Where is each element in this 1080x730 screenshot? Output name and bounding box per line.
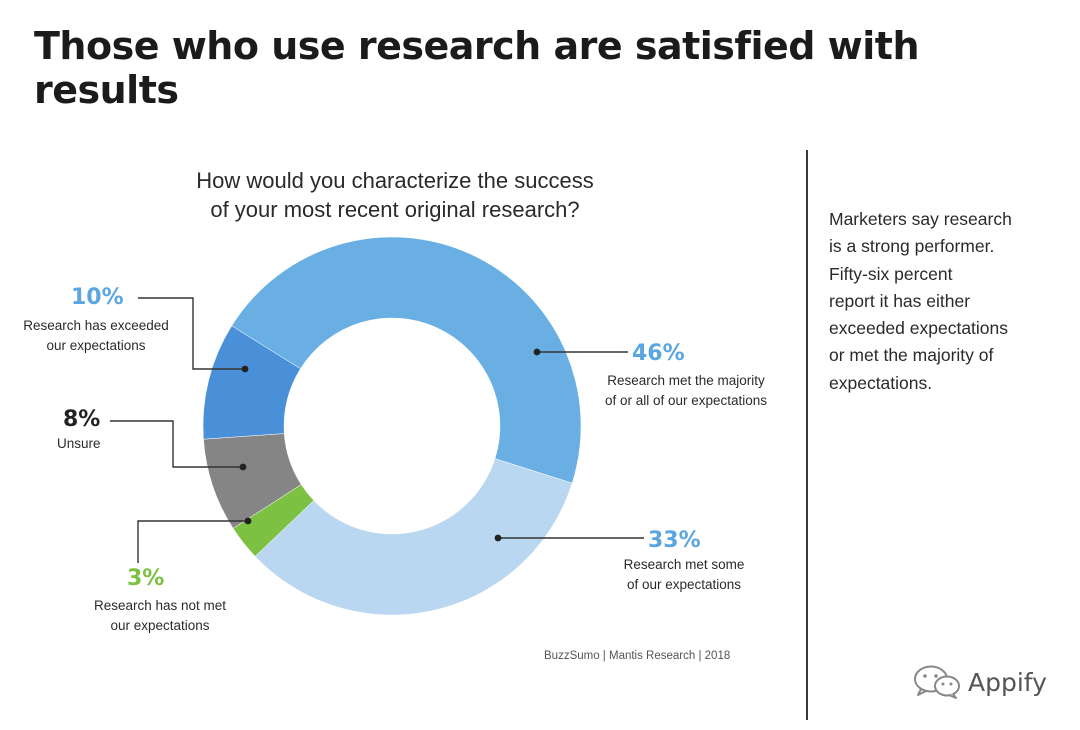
slice-desc-line: Research has exceeded <box>23 318 169 333</box>
leader-dot <box>533 348 541 356</box>
leader-line-not-met <box>137 520 248 563</box>
slice-desc-line: Research met the majority <box>607 373 765 388</box>
slice-desc-line: Research has not met <box>93 598 227 613</box>
slice-label-exceeded-desc: Research has exceeded our expectations <box>14 316 178 356</box>
brand-watermark: Appify <box>912 664 1047 700</box>
slice-desc-line: Research met some <box>623 557 745 572</box>
slice-met-some <box>254 458 573 616</box>
slice-label-met-some-pct: 33% <box>648 528 701 553</box>
slice-desc-line: our expectations <box>110 618 210 633</box>
leader-dot <box>494 534 502 542</box>
chart-question: How would you characterize the success o… <box>150 166 640 224</box>
slice-label-met-some-desc: Research met some of our expectations <box>604 555 764 595</box>
side-note-line: is a strong performer. <box>829 236 995 257</box>
slice-label-exceeded-pct: 10% <box>71 285 124 310</box>
slice-label-unsure-desc: Unsure <box>57 434 101 454</box>
leader-line-unsure <box>110 420 243 468</box>
slice-exceeded <box>202 325 301 440</box>
slice-desc-line: of our expectations <box>626 577 742 592</box>
side-note-line: report it has either <box>829 290 971 311</box>
slice-label-not-met-pct: 3% <box>127 566 165 591</box>
slice-label-met-majority-desc: Research met the majority of or all of o… <box>586 371 786 411</box>
donut-chart <box>110 236 644 616</box>
leader-dot <box>244 517 252 525</box>
slice-label-not-met-desc: Research has not met our expectations <box>78 596 242 636</box>
source-credit: BuzzSumo | Mantis Research | 2018 <box>544 650 731 662</box>
slice-desc-line: of or all of our expectations <box>604 393 768 408</box>
brand-name: Appify <box>968 667 1047 697</box>
side-note-line: or met the majority of <box>829 345 994 366</box>
side-note-line: exceeded expectations <box>829 318 1009 339</box>
side-note-line: expectations. <box>829 372 933 393</box>
wechat-icon <box>914 665 960 699</box>
chart-question-line-2: of your most recent original research? <box>210 197 580 222</box>
slice-desc-line: Unsure <box>57 436 101 451</box>
side-note-line: Marketers say research <box>829 209 1012 229</box>
slice-desc-line: our expectations <box>46 338 146 353</box>
chart-question-line-1: How would you characterize the success <box>196 168 594 193</box>
slice-label-unsure-pct: 8% <box>63 407 101 432</box>
leader-dot <box>241 365 249 373</box>
side-note-line: Fifty-six percent <box>829 263 953 284</box>
slice-label-met-majority-pct: 46% <box>632 341 685 366</box>
divider-line <box>806 150 808 720</box>
leader-line-exceeded <box>138 297 245 370</box>
leader-dot <box>239 463 247 471</box>
page-title: Those who use research are satisfied wit… <box>34 24 920 112</box>
side-note: Marketers say research is a strong perfo… <box>829 206 1049 397</box>
